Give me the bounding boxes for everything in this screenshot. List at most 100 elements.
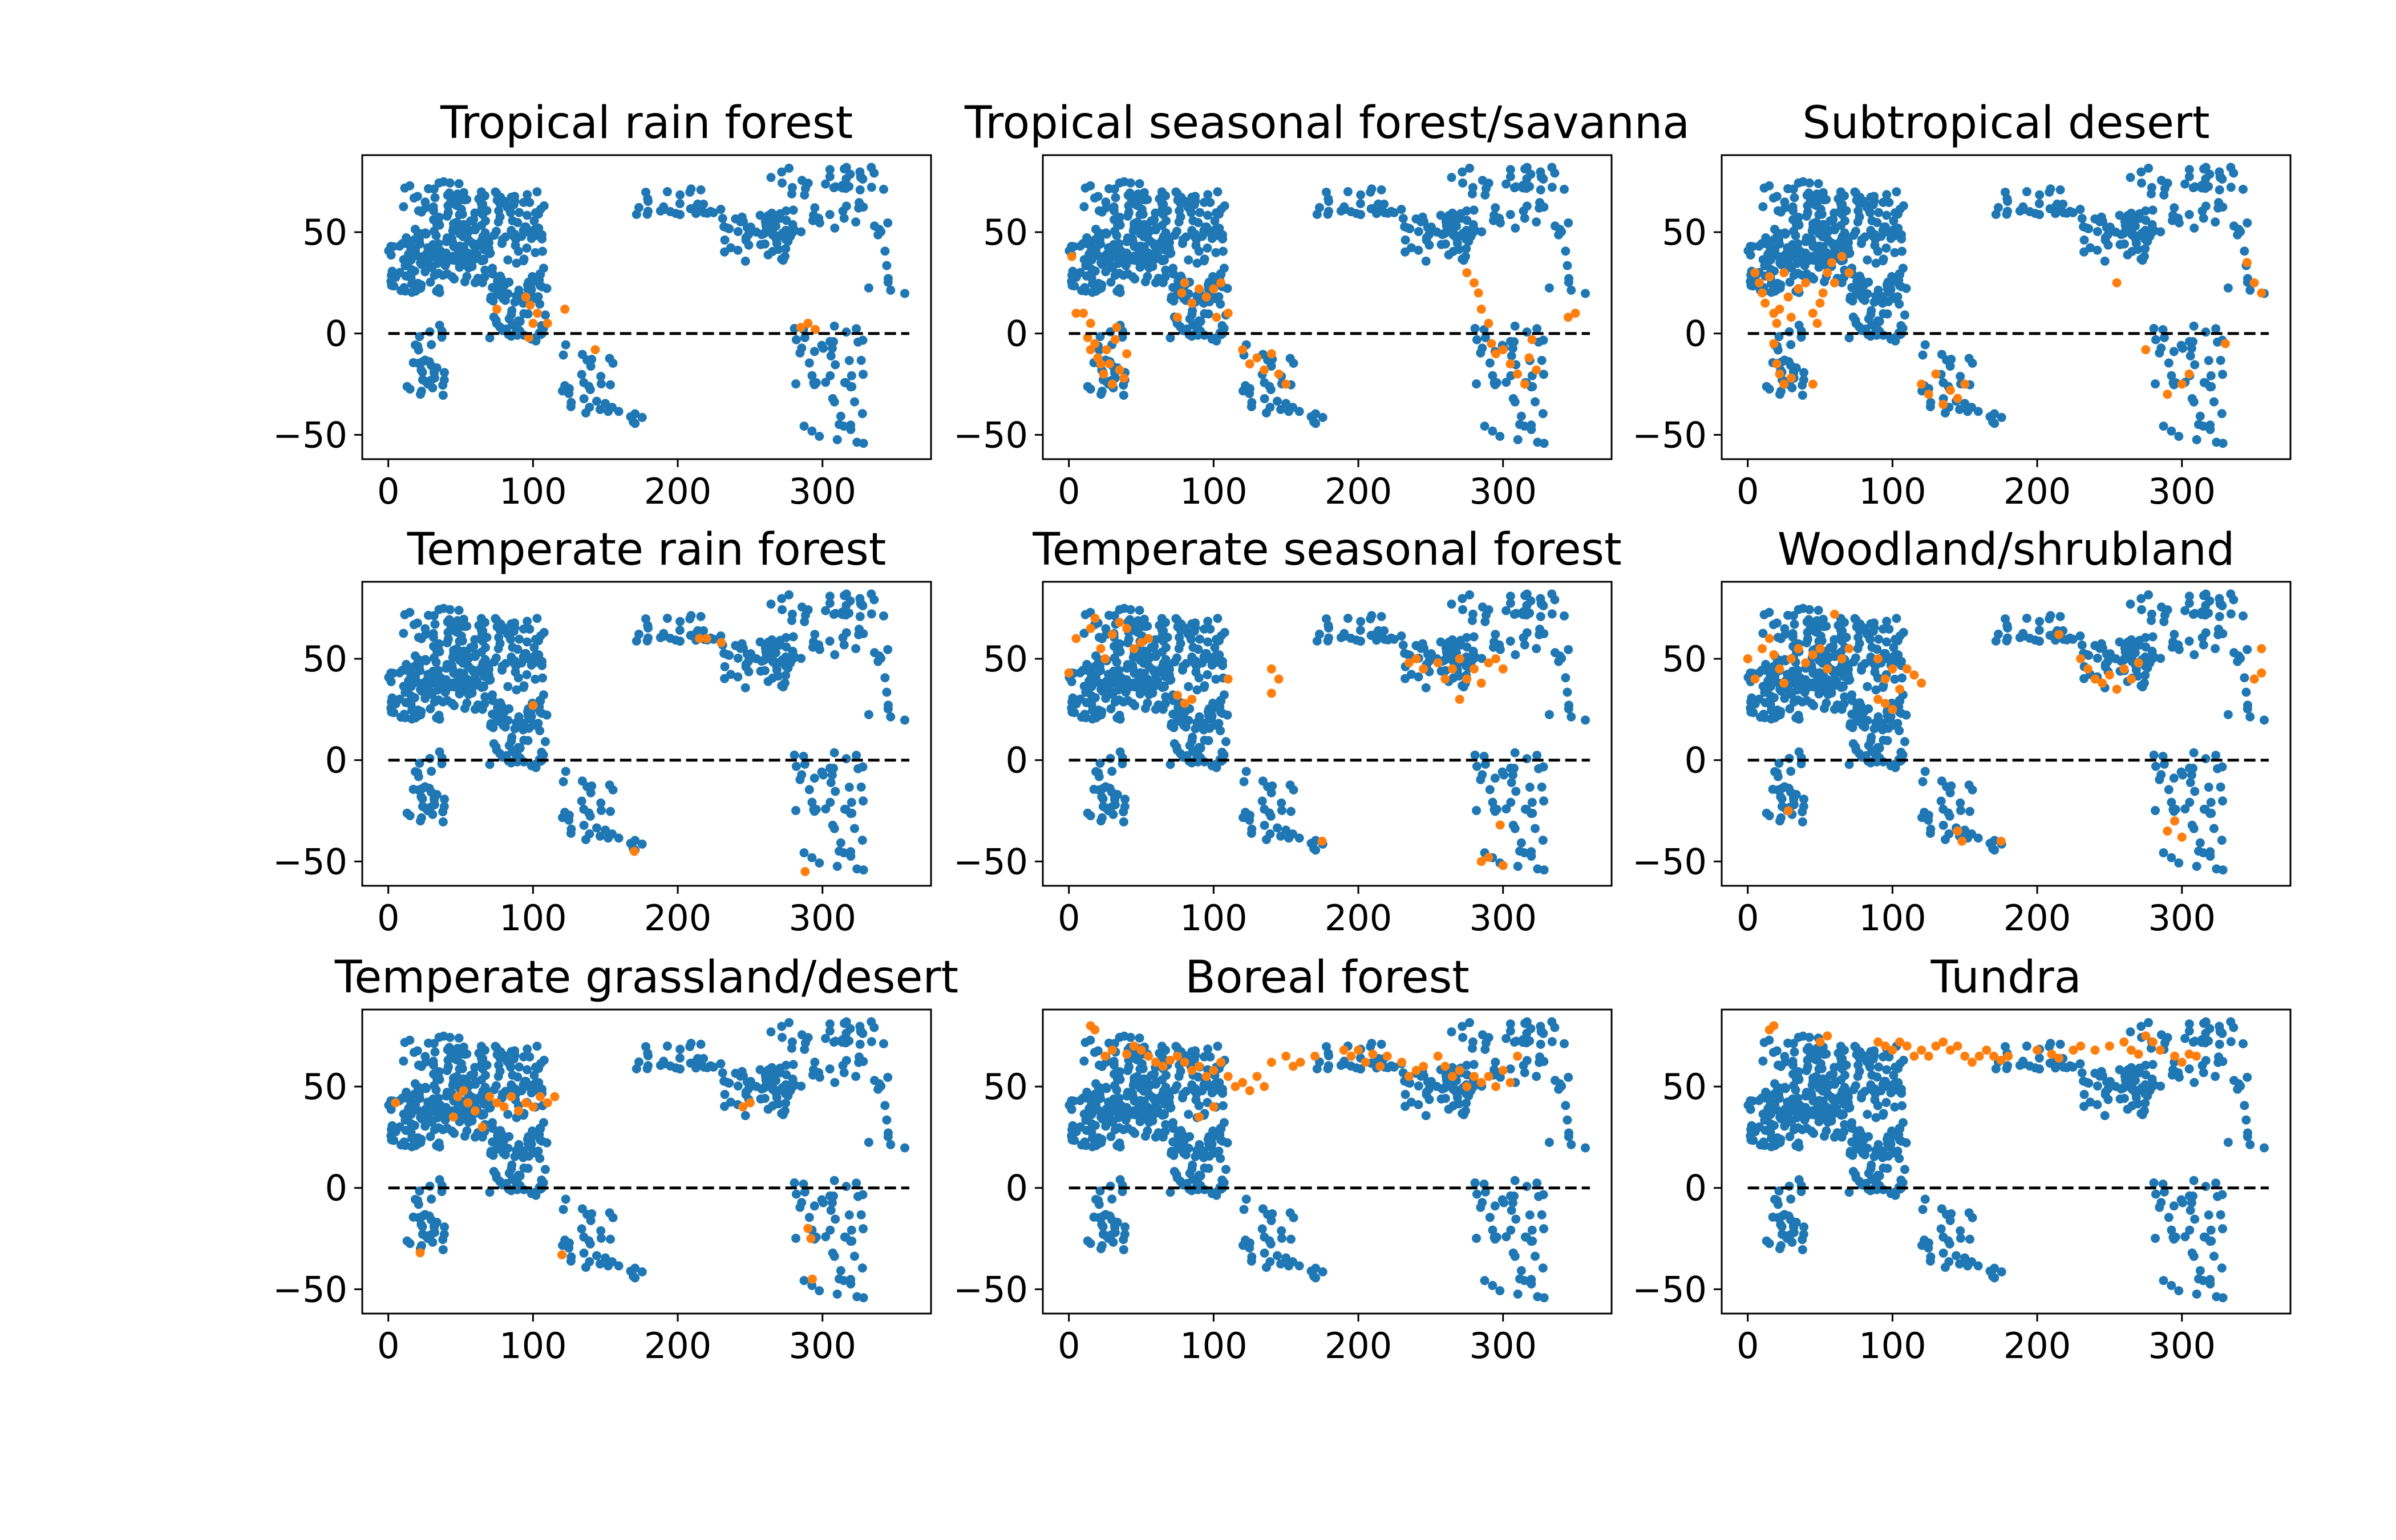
background-point bbox=[1207, 660, 1217, 670]
background-point bbox=[1851, 226, 1860, 236]
background-point bbox=[429, 226, 439, 236]
x-tick-label: 100 bbox=[499, 897, 566, 939]
background-point bbox=[1101, 197, 1111, 207]
highlighted-point bbox=[1455, 695, 1464, 704]
background-point bbox=[1446, 220, 1455, 230]
background-point bbox=[424, 682, 434, 692]
background-point bbox=[1770, 245, 1780, 254]
highlighted-point bbox=[1760, 298, 1770, 308]
background-point bbox=[1798, 390, 1807, 400]
background-point bbox=[1799, 368, 1809, 378]
background-point bbox=[1188, 306, 1197, 315]
background-point bbox=[430, 1223, 439, 1233]
background-point bbox=[478, 232, 488, 241]
background-point bbox=[1784, 753, 1794, 763]
background-point bbox=[790, 1178, 799, 1188]
background-point bbox=[821, 378, 831, 387]
background-point bbox=[1890, 720, 1900, 730]
background-point bbox=[821, 1034, 831, 1043]
background-point bbox=[2126, 173, 2135, 183]
background-point bbox=[1522, 174, 1532, 184]
background-point bbox=[882, 1115, 892, 1125]
x-tick-label: 300 bbox=[2148, 471, 2216, 512]
background-point bbox=[774, 1085, 784, 1095]
background-point bbox=[1555, 225, 1565, 234]
background-point bbox=[2169, 347, 2179, 356]
background-point bbox=[852, 324, 861, 334]
background-point bbox=[1184, 682, 1193, 691]
background-point bbox=[1564, 645, 1573, 654]
highlighted-point bbox=[1888, 664, 1897, 674]
background-point bbox=[1788, 226, 1798, 236]
background-point bbox=[757, 1084, 767, 1094]
background-point bbox=[1899, 201, 1908, 210]
background-point bbox=[558, 777, 568, 787]
background-point bbox=[1561, 246, 1571, 256]
highlighted-point bbox=[2177, 379, 2187, 389]
background-point bbox=[1454, 671, 1464, 681]
background-point bbox=[1940, 834, 1950, 844]
background-point bbox=[720, 1101, 730, 1111]
background-point bbox=[531, 1148, 540, 1158]
background-point bbox=[400, 1038, 410, 1047]
background-point bbox=[1207, 761, 1217, 771]
background-point bbox=[1804, 615, 1814, 625]
background-point bbox=[454, 1033, 464, 1043]
background-point bbox=[1899, 627, 1908, 637]
background-point bbox=[1780, 694, 1790, 703]
x-tick-label: 300 bbox=[2148, 897, 2216, 939]
background-point bbox=[1119, 807, 1128, 817]
background-point bbox=[1260, 394, 1269, 403]
background-point bbox=[2216, 782, 2225, 792]
background-point bbox=[1564, 277, 1573, 287]
background-point bbox=[581, 1262, 590, 1272]
background-point bbox=[476, 187, 486, 197]
background-point bbox=[807, 853, 817, 862]
background-point bbox=[395, 241, 404, 251]
background-point bbox=[1223, 283, 1232, 293]
highlighted-point bbox=[1495, 820, 1505, 830]
background-point bbox=[399, 202, 408, 212]
background-point bbox=[1758, 682, 1768, 691]
background-point bbox=[527, 1189, 536, 1198]
background-point bbox=[451, 1072, 461, 1081]
background-point bbox=[430, 1125, 439, 1134]
background-point bbox=[1465, 163, 1475, 173]
highlighted-point bbox=[1274, 674, 1284, 684]
background-point bbox=[1501, 179, 1511, 189]
background-point bbox=[414, 633, 423, 642]
background-point bbox=[1530, 824, 1540, 833]
background-point bbox=[1123, 211, 1132, 221]
highlighted-point bbox=[1090, 339, 1100, 348]
background-point bbox=[1213, 614, 1223, 623]
highlighted-point bbox=[1812, 318, 1822, 328]
background-point bbox=[1480, 422, 1490, 431]
background-point bbox=[846, 1275, 856, 1284]
background-point bbox=[1938, 804, 1948, 814]
background-point bbox=[442, 638, 452, 647]
highlighted-point bbox=[543, 318, 552, 328]
background-point bbox=[491, 1170, 501, 1180]
background-point bbox=[469, 250, 479, 260]
background-point bbox=[1792, 254, 1802, 264]
y-tick-label: 50 bbox=[983, 638, 1028, 680]
background-point bbox=[515, 1062, 524, 1072]
background-point bbox=[856, 599, 865, 609]
highlighted-point bbox=[629, 846, 639, 856]
background-point bbox=[2123, 250, 2132, 260]
background-point bbox=[454, 605, 464, 615]
background-point bbox=[2155, 348, 2164, 358]
background-point bbox=[626, 1266, 636, 1276]
background-point bbox=[429, 184, 439, 194]
background-point bbox=[879, 184, 888, 194]
background-point bbox=[1811, 217, 1820, 227]
background-point bbox=[1266, 811, 1276, 821]
background-point bbox=[2201, 174, 2211, 184]
highlighted-point bbox=[1823, 268, 1832, 278]
background-point bbox=[1967, 403, 1977, 412]
background-point bbox=[1869, 724, 1879, 733]
highlighted-point bbox=[1532, 365, 1541, 375]
background-point bbox=[791, 1234, 801, 1243]
background-point bbox=[387, 1135, 396, 1145]
background-point bbox=[696, 185, 706, 194]
